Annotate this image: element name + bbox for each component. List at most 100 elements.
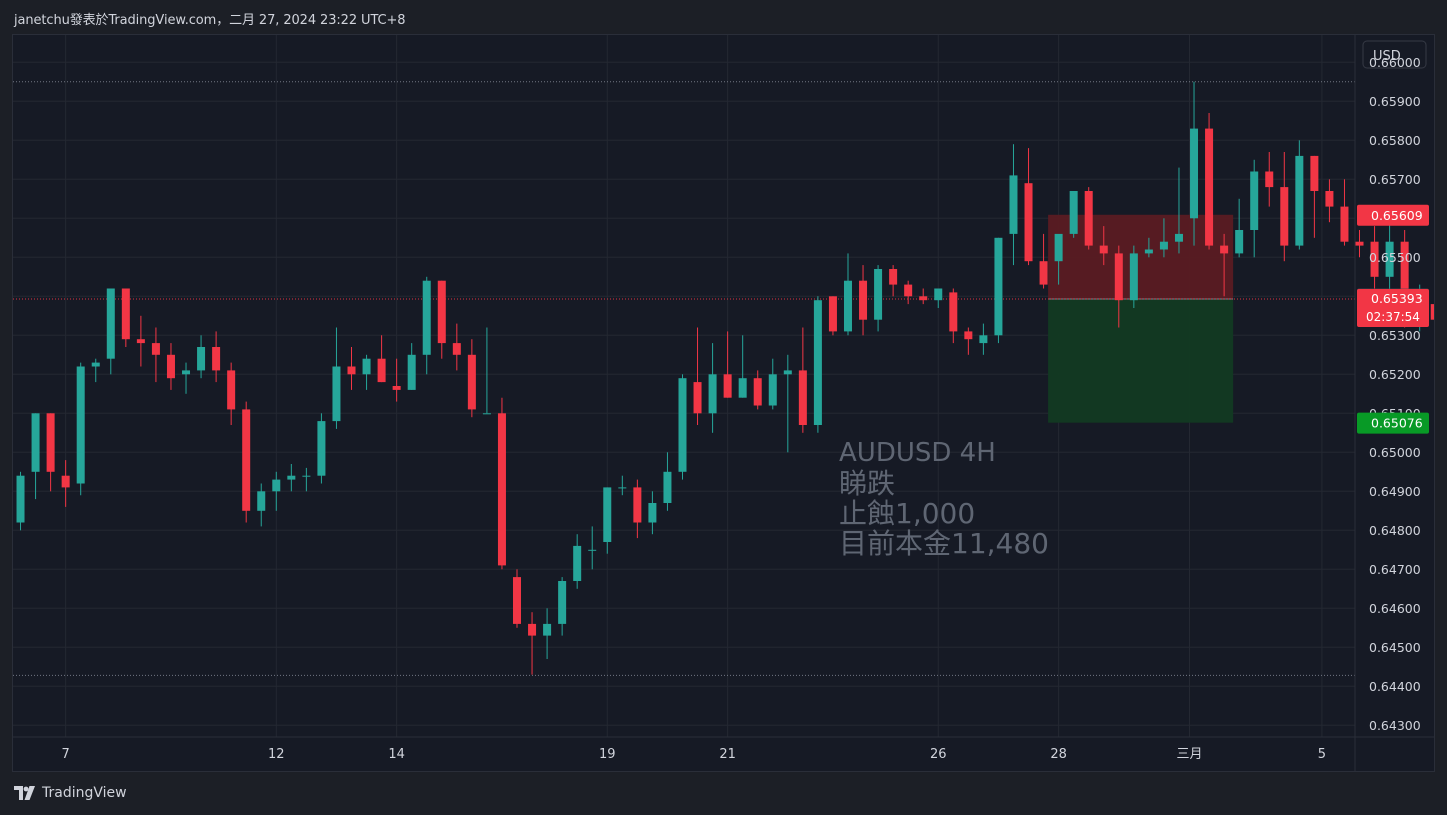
price-tick-label: 0.64700 (1369, 562, 1421, 577)
candle-body (588, 549, 597, 551)
price-tick-label: 0.65700 (1369, 172, 1421, 187)
time-tick-label: 7 (62, 747, 70, 762)
price-tick-label: 0.64400 (1369, 679, 1421, 694)
candle-body (1295, 155, 1304, 246)
candle-body (76, 366, 85, 484)
candle-body (377, 358, 386, 383)
candle-body (1400, 241, 1409, 324)
overlay-line: 睇跌 (839, 467, 895, 500)
tradingview-brand-text[interactable]: TradingView (42, 785, 127, 801)
time-tick-label: 三月 (1176, 747, 1202, 762)
candle-body (828, 296, 837, 332)
candle-body (1069, 191, 1078, 234)
price-tick-label: 0.66000 (1369, 55, 1421, 70)
candle-body (227, 370, 236, 410)
candle-body (1174, 233, 1183, 242)
candle-body (1054, 233, 1063, 262)
candle-body (1430, 304, 1439, 320)
candle-body (1310, 155, 1319, 191)
candle-body (46, 413, 55, 472)
candle-body (528, 623, 537, 636)
publish-header: janetchu發表於TradingView.com，二月 27, 2024 2… (14, 13, 406, 28)
candle-body (136, 339, 145, 344)
candle-body (31, 413, 40, 472)
candle-body (1355, 241, 1364, 246)
candle-body (1370, 241, 1379, 277)
candle-body (1205, 128, 1214, 246)
candle-body (317, 421, 326, 476)
candle-body (482, 413, 491, 415)
time-tick-label: 5 (1318, 747, 1326, 762)
candle-body (121, 288, 130, 340)
candle-body (1024, 183, 1033, 262)
price-tick-label: 0.64600 (1369, 601, 1421, 616)
candle-layer (16, 81, 1447, 675)
tradingview-logo-icon[interactable] (14, 786, 38, 800)
stop-loss-zone (1048, 214, 1234, 300)
candle-body (1280, 187, 1289, 246)
price-tick-label: 0.65200 (1369, 367, 1421, 382)
candle-body (904, 284, 913, 297)
candle-body (302, 475, 311, 477)
currency-button[interactable]: USD (1362, 40, 1427, 69)
price-tick-label: 0.65000 (1369, 445, 1421, 460)
time-tick-label: 26 (930, 747, 947, 762)
candle-body (843, 280, 852, 332)
candle-body (618, 487, 627, 489)
price-tick-label: 0.65300 (1369, 328, 1421, 343)
candle-body (332, 366, 341, 422)
time-tick-label: 14 (388, 747, 405, 762)
candle-body (197, 347, 206, 371)
candle-body (1385, 241, 1394, 277)
candle-body (633, 487, 642, 523)
time-axis: 7 12 14 19 21 26 28 三月 5 (62, 747, 1327, 762)
time-tick-label: 28 (1050, 747, 1067, 762)
candle-body (1190, 128, 1199, 219)
candle-body (272, 479, 281, 492)
candle-body (437, 280, 446, 344)
candle-body (1325, 191, 1334, 207)
candle-body (859, 280, 868, 320)
price-tick-label: 0.65500 (1369, 250, 1421, 265)
overlay-line: AUDUSD 4H (839, 438, 996, 468)
price-tick-label: 0.65800 (1369, 133, 1421, 148)
candle-body (1235, 230, 1244, 254)
time-tick-label: 21 (719, 747, 736, 762)
candle-body (738, 378, 747, 398)
price-tick-label: 0.64300 (1369, 718, 1421, 733)
candle-body (1039, 261, 1048, 285)
candle-body (407, 354, 416, 390)
position-zone-layer (1048, 214, 1234, 423)
take-profit-label-bg (1357, 412, 1429, 434)
candle-body (422, 280, 431, 355)
stop-loss-label-bg (1357, 204, 1429, 226)
candle-body (287, 475, 296, 480)
countdown-label: 02:37:54 (1366, 310, 1420, 324)
candle-body (467, 354, 476, 410)
candle-body (362, 358, 371, 375)
price-tick-label: 0.64800 (1369, 523, 1421, 538)
take-profit-label: 0.65076 (1371, 416, 1423, 431)
candle-body (573, 545, 582, 581)
candle-body (723, 374, 732, 398)
footer: TradingView (14, 785, 127, 801)
candle-body (708, 374, 717, 414)
price-tick-label: 0.65900 (1369, 94, 1421, 109)
current-price-label-bg (1357, 289, 1429, 328)
candle-body (783, 370, 792, 375)
take-profit-zone (1048, 299, 1234, 423)
candle-body (1084, 191, 1093, 246)
candle-body (1220, 245, 1229, 254)
candle-body (768, 374, 777, 406)
candle-body (182, 370, 191, 375)
candle-body (543, 623, 552, 636)
candle-body (1144, 249, 1153, 254)
candle-body (392, 386, 401, 390)
candle-body (693, 382, 702, 414)
candle-body (106, 288, 115, 359)
candle-body (558, 581, 567, 624)
candle-body (242, 409, 251, 511)
